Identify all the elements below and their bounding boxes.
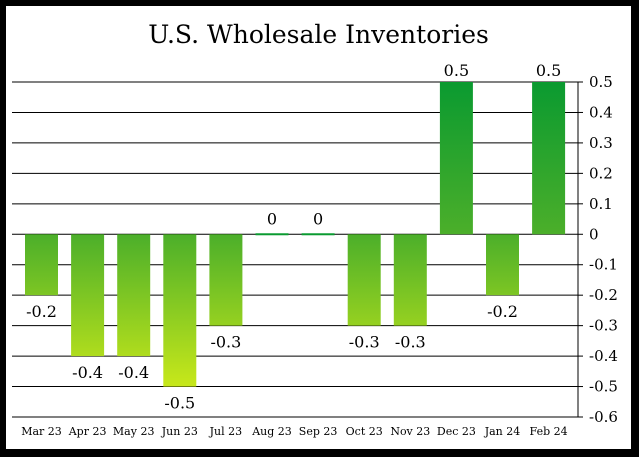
bar xyxy=(117,234,151,357)
data-label: -0.2 xyxy=(487,302,518,321)
bar xyxy=(163,234,197,387)
data-label: 0 xyxy=(267,209,277,228)
x-tick-label: Jan 24 xyxy=(484,425,521,438)
data-label: -0.5 xyxy=(164,394,195,413)
y-tick-label: -0.2 xyxy=(589,286,618,304)
x-tick-label: Sep 23 xyxy=(299,425,338,438)
x-tick-label: Dec 23 xyxy=(437,425,476,438)
y-tick-label: 0.1 xyxy=(589,195,613,213)
x-tick-label: Jul 23 xyxy=(209,425,243,438)
data-label: 0.5 xyxy=(536,61,561,80)
x-tick-label: Oct 23 xyxy=(346,425,383,438)
y-tick-label: 0 xyxy=(589,225,599,243)
y-tick-label: -0.5 xyxy=(589,378,618,396)
data-label: 0.5 xyxy=(444,61,469,80)
bar xyxy=(532,82,566,235)
y-tick-label: 0.5 xyxy=(589,73,613,91)
data-label: -0.3 xyxy=(210,333,241,352)
y-tick-label: 0.3 xyxy=(589,134,613,152)
bar xyxy=(25,234,58,296)
chart-title: U.S. Wholesale Inventories xyxy=(148,20,489,49)
y-tick-label: -0.1 xyxy=(589,256,618,274)
x-tick-label: May 23 xyxy=(113,425,155,438)
y-tick-label: -0.4 xyxy=(589,347,618,365)
data-label: -0.4 xyxy=(72,363,103,382)
bar xyxy=(255,233,289,236)
chart-svg: 0.5 0.4 0.3 0.2 0.1 0 -0.1 -0.2 -0.3 -0.4 -0.5 -0.6… xyxy=(12,61,618,438)
bar xyxy=(71,234,105,357)
y-tick-label: 0.4 xyxy=(589,103,613,121)
x-tick-label: Mar 23 xyxy=(21,425,62,438)
x-tick-label: Nov 23 xyxy=(390,425,430,438)
bar xyxy=(486,234,519,296)
bar xyxy=(347,234,381,326)
chart-frame: U.S. Wholesale Inventories 0.5 0.4 0.3 0.2 0… xyxy=(6,6,631,449)
data-label: -0.4 xyxy=(118,363,149,382)
data-label: -0.2 xyxy=(26,302,57,321)
x-tick-label: Jun 23 xyxy=(161,425,198,438)
bar xyxy=(301,233,335,236)
x-tick-label: Feb 24 xyxy=(530,425,568,438)
data-label: -0.3 xyxy=(395,333,426,352)
data-label: 0 xyxy=(313,209,323,228)
x-tick-label: Apr 23 xyxy=(68,425,107,438)
bar xyxy=(209,234,243,326)
bar xyxy=(439,82,473,235)
y-tick-label: -0.3 xyxy=(589,317,618,335)
y-tick-label: -0.6 xyxy=(589,408,618,426)
y-tick-label: 0.2 xyxy=(589,164,613,182)
bar xyxy=(393,234,427,326)
x-tick-label: Aug 23 xyxy=(251,425,292,438)
data-label: -0.3 xyxy=(349,333,380,352)
